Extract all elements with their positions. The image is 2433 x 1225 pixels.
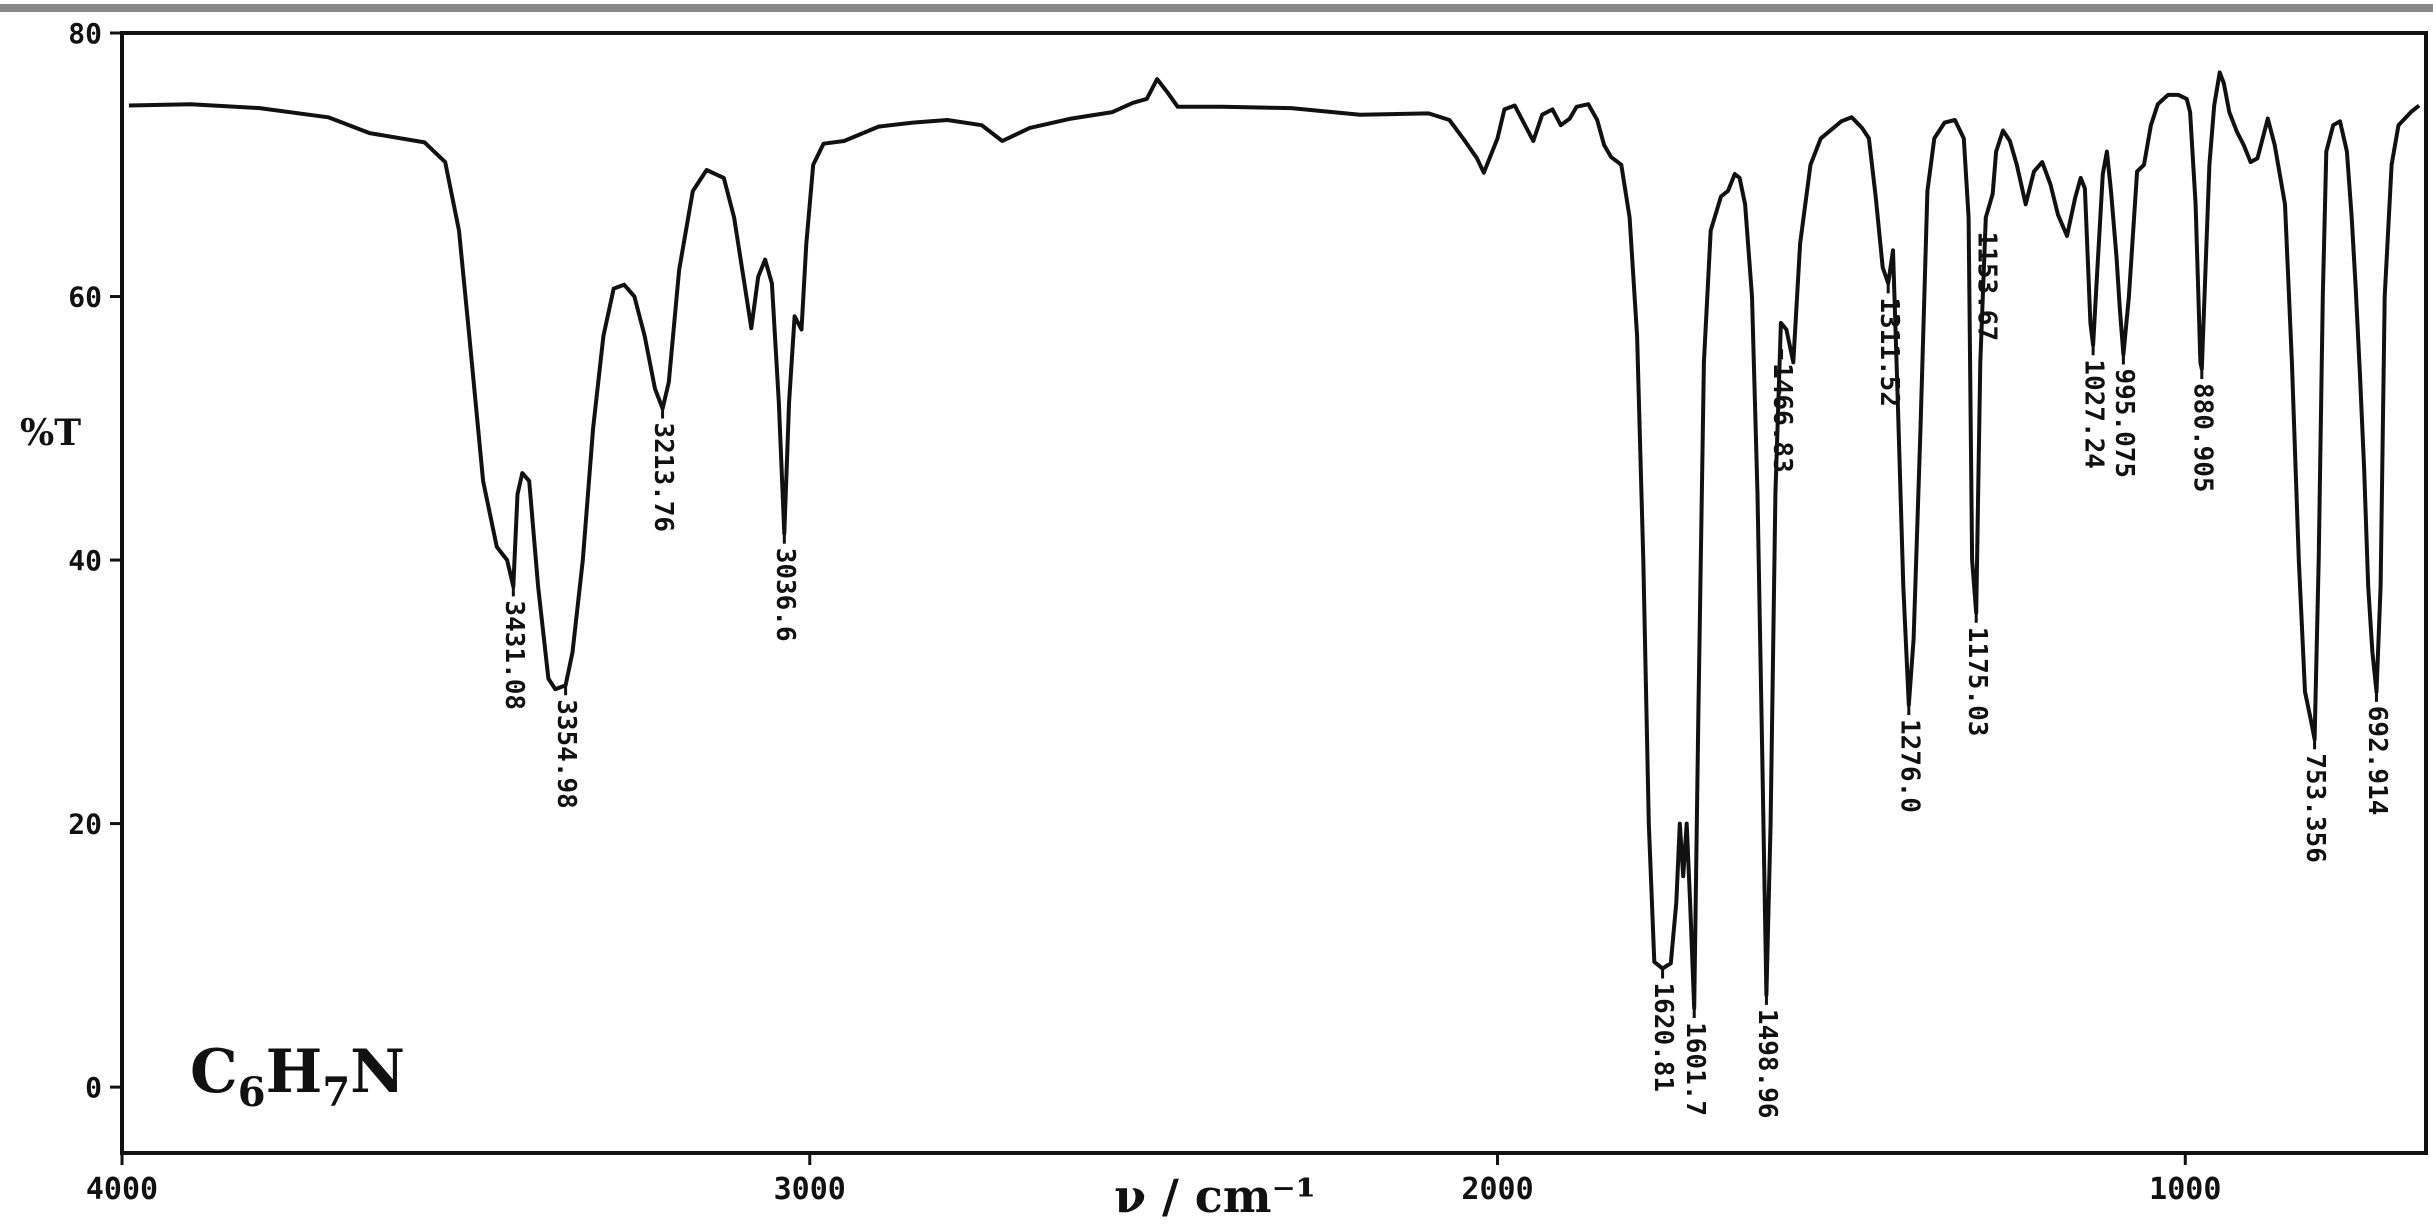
y-tick-label: 80	[68, 17, 102, 50]
peak-label: 1153.67	[1971, 232, 2001, 342]
peak-label: 692.914	[2362, 706, 2392, 816]
x-tick-label: 4000	[86, 1172, 158, 1207]
peak-label: 753.356	[2300, 753, 2330, 863]
peak-label: 1311.52	[1874, 297, 1904, 407]
peak-label: 3354.98	[551, 699, 581, 809]
peak-label: 1498.96	[1752, 1009, 1782, 1119]
y-axis-ticks: 0 20 40 60 80	[68, 17, 122, 1104]
y-axis-title: %T	[20, 412, 81, 454]
molecular-formula: C6H7N	[190, 1037, 405, 1116]
y-tick-label: 40	[68, 544, 102, 577]
plot-frame	[120, 31, 2428, 1155]
formula-subscript-6: 6	[238, 1069, 266, 1116]
series-layer	[128, 70, 2421, 1011]
transmittance-series-line	[128, 70, 2421, 1011]
peak-label: 880.905	[2187, 383, 2217, 493]
peak-label-layer: 3431.08 3354.98 3213.76 3036.6 1620.81 1601.7…	[499, 217, 2392, 1119]
x-tick-label: 2000	[1461, 1172, 1533, 1207]
y-tick-label: 0	[85, 1071, 102, 1104]
formula-element-c: C	[190, 1037, 238, 1107]
x-axis-ticks: 4000 3000 2000 1000	[86, 1153, 2221, 1207]
peak-label: 1027.24	[2079, 359, 2109, 469]
y-tick-label: 20	[68, 808, 102, 841]
formula-element-n: N	[350, 1037, 405, 1107]
peak-label: 1276.0	[1894, 719, 1924, 813]
x-tick-label: 1000	[2149, 1172, 2221, 1207]
peak-label: 3431.08	[499, 600, 529, 710]
peak-label: 995.075	[2109, 368, 2139, 478]
formula-element-h: H	[266, 1037, 323, 1107]
peak-label: 1620.81	[1648, 982, 1678, 1092]
x-axis-title: ν / cm⁻¹	[1114, 1169, 1316, 1223]
peak-label: 1466.83	[1767, 363, 1797, 473]
peak-label: 3213.76	[648, 422, 678, 532]
peak-label: 1175.03	[1962, 627, 1992, 737]
peak-label: 3036.6	[770, 548, 800, 642]
x-tick-label: 3000	[774, 1172, 846, 1207]
y-tick-label: 60	[68, 281, 102, 314]
peak-label: 1601.7	[1680, 1022, 1710, 1116]
formula-subscript-7: 7	[322, 1069, 350, 1116]
